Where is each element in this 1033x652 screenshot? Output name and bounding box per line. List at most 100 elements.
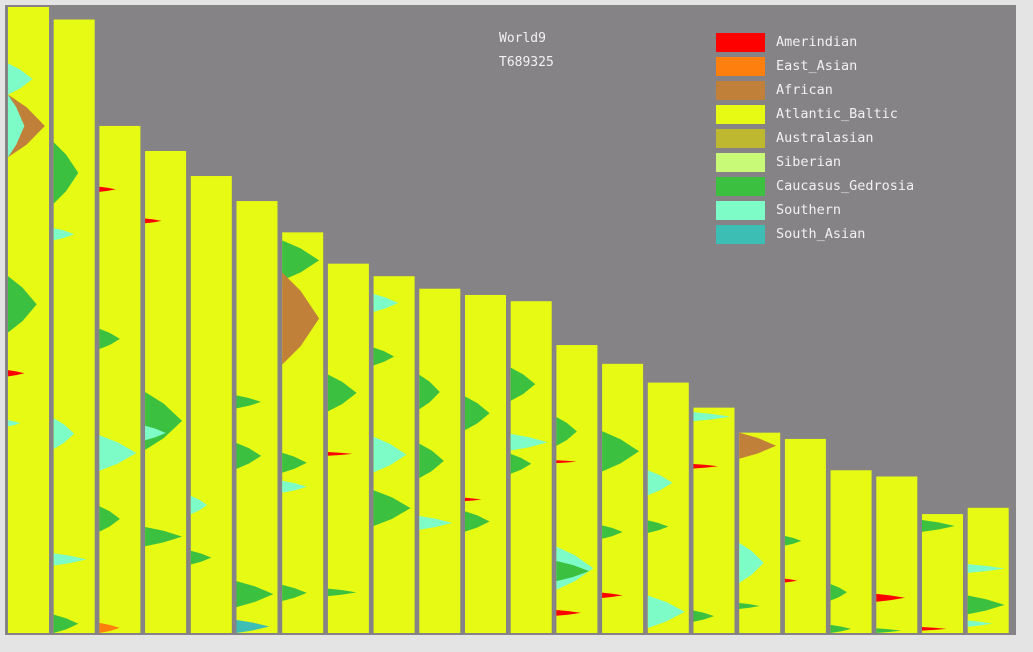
ancestry-segment-caucasus-gedrosia — [693, 610, 714, 622]
legend-label: African — [776, 82, 833, 98]
ancestry-segment-amerindian — [784, 578, 798, 583]
legend-label: Caucasus_Gedrosia — [776, 178, 915, 194]
legend-label: Australasian — [776, 130, 874, 146]
ancestry-segment-amerindian — [556, 609, 581, 616]
ancestry-segment-southern — [8, 94, 25, 158]
ancestry-segment-amerindian — [327, 452, 353, 456]
ancestry-segment-southern — [373, 436, 407, 473]
ancestry-segment-caucasus-gedrosia — [876, 628, 901, 633]
ancestry-segment-southern — [967, 564, 1005, 573]
chromosome-bar — [876, 476, 918, 633]
ancestry-segment-caucasus-gedrosia — [190, 550, 212, 565]
chromosome-9 — [373, 276, 415, 633]
ancestry-segment-southern — [419, 515, 453, 530]
ancestry-segment-caucasus-gedrosia — [327, 588, 357, 597]
ancestry-segment-caucasus-gedrosia — [739, 602, 760, 609]
legend-swatch — [716, 152, 765, 172]
ancestry-segment-caucasus-gedrosia — [602, 525, 623, 539]
ancestry-segment-caucasus-gedrosia — [236, 581, 274, 608]
ancestry-segment-southern — [8, 420, 21, 427]
ancestry-segment-amerindian — [99, 186, 116, 192]
chromosome-21 — [922, 514, 963, 633]
ancestry-segment-caucasus-gedrosia — [967, 595, 1005, 615]
legend-label: Southern — [776, 202, 842, 218]
chart-subtitle: T689325 — [499, 55, 554, 70]
chromosome-bar — [647, 382, 689, 633]
ancestry-segment-caucasus-gedrosia — [510, 453, 532, 474]
chromosome-bar — [99, 125, 141, 633]
ancestry-segment-caucasus-gedrosia — [373, 490, 411, 526]
ancestry-segment-caucasus-gedrosia — [465, 511, 490, 532]
chromosome-bar — [465, 294, 506, 633]
ancestry-segment-caucasus-gedrosia — [922, 520, 955, 532]
legend-swatch — [716, 128, 765, 148]
ancestry-segment-caucasus-gedrosia — [327, 374, 357, 412]
ancestry-segment-southern — [739, 542, 764, 583]
chart-title: World9 — [499, 31, 546, 46]
chromosome-5 — [190, 176, 232, 633]
ancestry-segment-caucasus-gedrosia — [602, 431, 639, 472]
legend-swatch — [716, 200, 765, 220]
ancestry-segment-southern — [647, 470, 673, 496]
ancestry-segment-caucasus-gedrosia — [419, 374, 440, 410]
chromosome-painting-chart: World9 T689325 Amerindian East_Asian Afric… — [5, 5, 1016, 635]
chromosome-13 — [556, 345, 598, 633]
chromosome-18 — [784, 438, 826, 633]
chromosome-8 — [327, 263, 369, 633]
ancestry-segment-southern — [53, 418, 75, 449]
chromosome-bar — [53, 19, 95, 633]
ancestry-segment-amerindian — [693, 463, 719, 469]
chromosome-14 — [602, 363, 644, 633]
ancestry-segment-caucasus-gedrosia — [53, 614, 79, 633]
legend-swatch — [716, 32, 765, 52]
chromosome-bar — [602, 363, 644, 633]
ancestry-segment-caucasus-gedrosia — [8, 276, 37, 333]
legend-label: South_Asian — [776, 226, 866, 242]
chromosome-16 — [693, 407, 735, 633]
ancestry-segment-southern — [190, 495, 208, 515]
ancestry-segment-amerindian — [465, 497, 482, 502]
chromosome-bar — [145, 150, 187, 634]
chromosome-11 — [465, 294, 506, 633]
ancestry-segment-african — [739, 432, 777, 459]
chromosome-bar — [327, 263, 369, 633]
chromosome-bar — [693, 407, 735, 633]
ancestry-segment-caucasus-gedrosia — [145, 526, 182, 547]
legend-item: African — [716, 78, 914, 102]
legend-item: Siberian — [716, 150, 914, 174]
chromosome-10 — [419, 288, 461, 633]
chromosome-6 — [236, 201, 278, 633]
chromosome-15 — [647, 382, 689, 633]
legend-label: Atlantic_Baltic — [776, 106, 898, 122]
ancestry-segment-southern — [967, 620, 993, 627]
chromosome-bars — [8, 7, 1009, 634]
legend-swatch — [716, 80, 765, 100]
legend-label: Amerindian — [776, 34, 858, 50]
chromosome-bar — [236, 201, 278, 633]
legend-swatch — [716, 176, 765, 196]
chromosome-20 — [876, 476, 918, 633]
ancestry-segment-caucasus-gedrosia — [282, 240, 320, 281]
legend-item: East_Asian — [716, 54, 914, 78]
ancestry-segment-caucasus-gedrosia — [647, 520, 669, 533]
chromosome-1 — [8, 7, 49, 633]
ancestry-segment-south-asian — [236, 620, 270, 633]
legend: Amerindian East_Asian African Atlantic_Balt… — [716, 30, 914, 246]
ancestry-segment-southern — [53, 553, 87, 566]
ancestry-segment-east-asian — [99, 622, 120, 633]
chromosome-bar — [784, 438, 826, 633]
legend-label: East_Asian — [776, 58, 858, 74]
ancestry-segment-caucasus-gedrosia — [236, 442, 262, 469]
legend-swatch — [716, 56, 765, 76]
chromosome-12 — [510, 301, 552, 633]
chromosome-bar — [190, 176, 232, 633]
ancestry-segment-southern — [693, 412, 731, 422]
chromosome-bar — [739, 432, 781, 633]
ancestry-segment-caucasus-gedrosia — [282, 452, 307, 473]
ancestry-segment-southern — [373, 294, 399, 312]
legend-item: Amerindian — [716, 30, 914, 54]
legend-item: Caucasus_Gedrosia — [716, 174, 914, 198]
chromosome-22 — [967, 507, 1009, 633]
chromosome-17 — [739, 432, 781, 633]
chromosome-19 — [830, 470, 872, 633]
